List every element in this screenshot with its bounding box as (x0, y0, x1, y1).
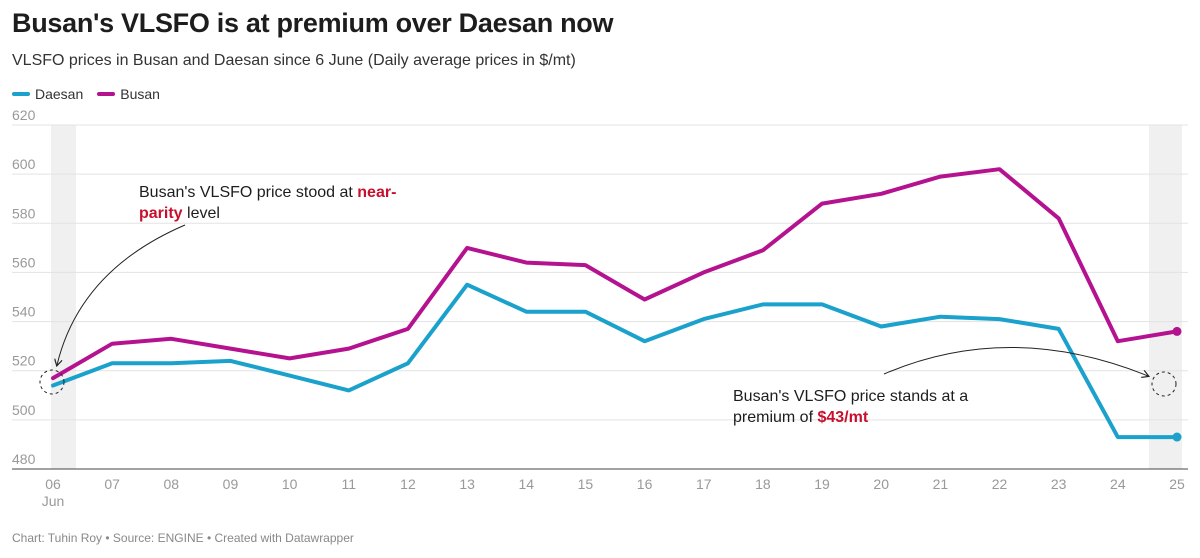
y-tick-label-480: 480 (12, 451, 36, 467)
y-tick-label-540: 540 (12, 304, 36, 320)
y-tick-label-560: 560 (12, 254, 36, 270)
y-tick-label-500: 500 (12, 402, 36, 418)
legend-swatch-daesan (12, 92, 30, 96)
legend-item-daesan: Daesan (12, 86, 83, 102)
annotation-start-segment: Busan's VLSFO price stood at (139, 184, 357, 201)
legend-swatch-busan (97, 92, 116, 96)
y-tick-label-600: 600 (12, 156, 36, 172)
legend-label-daesan: Daesan (35, 86, 84, 102)
highlight-circle-end (1151, 371, 1177, 397)
annotation-end-segment: premium of (733, 409, 817, 426)
series-endpoint-daesan (1172, 432, 1182, 442)
x-tick-label-24: 24 (1110, 476, 1126, 492)
highlight-circle-start (39, 369, 65, 395)
annotation-start-segment: parity (139, 205, 183, 222)
annotation-start-segment: near- (357, 184, 396, 201)
x-tick-label-25: 25 (1169, 476, 1185, 492)
x-tick-label-21: 21 (933, 476, 949, 492)
annotation-end-line-1: premium of $43/mt (733, 409, 869, 426)
x-tick-sublabel: Jun (42, 493, 65, 509)
x-tick-label-16: 16 (637, 476, 653, 492)
x-tick-label-22: 22 (992, 476, 1008, 492)
series-endpoint-busan (1172, 326, 1182, 336)
annotation-start-segment: level (183, 205, 220, 222)
series-line-busan (51, 167, 1179, 381)
legend-label-busan: Busan (120, 86, 160, 102)
x-tick-label-12: 12 (400, 476, 416, 492)
x-tick-label-19: 19 (814, 476, 830, 492)
x-tick-label-10: 10 (282, 476, 298, 492)
series-line-daesan (51, 282, 1179, 440)
x-tick-label-15: 15 (578, 476, 594, 492)
y-tick-label-580: 580 (12, 205, 36, 221)
x-tick-label-08: 08 (164, 476, 180, 492)
y-tick-label-520: 520 (12, 353, 36, 369)
shaded-column-25 (1149, 125, 1182, 469)
annotation-arrow-end (883, 347, 1148, 376)
annotation-start-line-0: Busan's VLSFO price stood at near- (139, 184, 396, 201)
x-tick-label-18: 18 (755, 476, 771, 492)
x-tick-label-13: 13 (459, 476, 475, 492)
x-tick-label-14: 14 (518, 476, 534, 492)
x-tick-label-20: 20 (873, 476, 889, 492)
annotation-arrow-start (57, 224, 186, 365)
chart-title: Busan's VLSFO is at premium over Daesan … (12, 8, 614, 38)
chart-credits: Chart: Tuhin Roy • Source: ENGINE • Crea… (12, 531, 354, 545)
x-tick-label-09: 09 (223, 476, 239, 492)
annotation-start-line-1: parity level (139, 205, 220, 222)
annotation-end-segment: Busan's VLSFO price stands at a (733, 388, 968, 405)
chart-subtitle: VLSFO prices in Busan and Daesan since 6… (12, 52, 576, 69)
y-tick-label-620: 620 (12, 107, 36, 123)
annotation-end-line-0: Busan's VLSFO price stands at a (733, 388, 968, 405)
shaded-column-06 (51, 125, 76, 469)
legend-item-busan: Busan (97, 86, 160, 102)
x-tick-label-06: 06 (45, 476, 61, 492)
x-tick-label-07: 07 (104, 476, 120, 492)
x-tick-label-23: 23 (1051, 476, 1067, 492)
x-tick-label-17: 17 (696, 476, 712, 492)
legend: Daesan Busan (12, 86, 160, 102)
x-tick-label-11: 11 (342, 476, 357, 492)
annotation-end-segment: $43/mt (817, 409, 868, 426)
